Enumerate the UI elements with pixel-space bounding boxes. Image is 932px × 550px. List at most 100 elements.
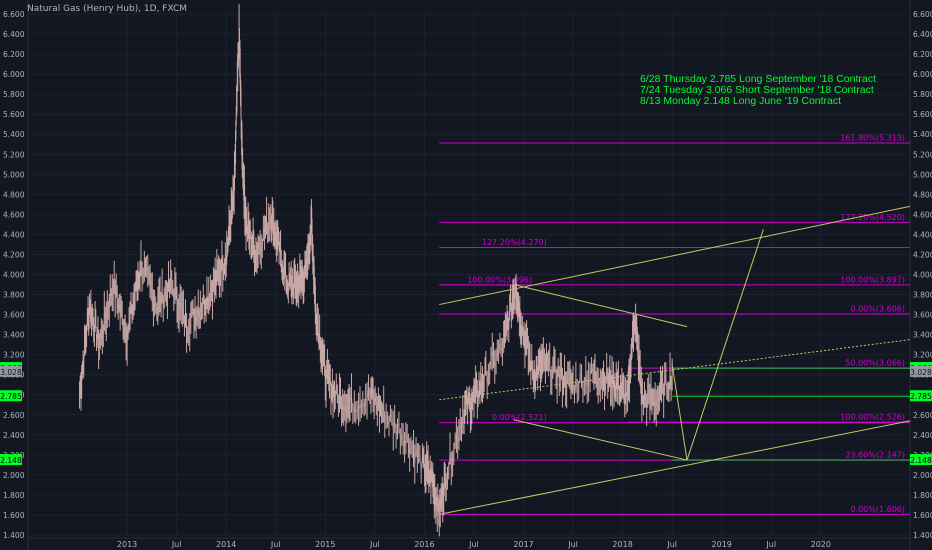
y-tick-label: 3.200 — [913, 351, 932, 360]
trendline — [513, 419, 688, 461]
trendline — [439, 205, 911, 306]
price-label: 2.785 — [0, 392, 22, 401]
price-label-box — [910, 365, 932, 377]
price-label-box — [0, 454, 22, 466]
fib-level-label: 50.00%(3.066) — [845, 359, 905, 368]
y-tick-label: 5.200 — [3, 150, 25, 159]
trade-note: 6/28 Thursday 2.785 Long September '18 C… — [640, 73, 876, 85]
trade-note: 8/13 Monday 2.148 Long June '19 Contract — [640, 95, 842, 107]
price-label-box — [910, 390, 932, 402]
y-tick-label: 4.600 — [913, 210, 932, 219]
grid — [27, 0, 911, 550]
x-tick-label: 2013 — [117, 540, 137, 549]
x-tick-label: 2015 — [315, 540, 335, 549]
y-tick-label: 4.800 — [913, 190, 932, 199]
y-tick-label: 4.200 — [913, 250, 932, 259]
chart-title: Natural Gas (Henry Hub), 1D, FXCM — [27, 4, 188, 14]
price-label: 3.028 — [0, 368, 22, 377]
y-tick-label: 4.400 — [913, 230, 932, 239]
x-tick-label: 2020 — [811, 540, 831, 549]
y-tick-label: 1.400 — [913, 531, 932, 540]
y-tick-label: 3.600 — [3, 311, 25, 320]
x-tick-label: Jul — [765, 540, 776, 549]
y-tick-label: 5.000 — [3, 170, 25, 179]
fib-level-label: 127.20%(4.520) — [840, 213, 905, 222]
y-tick-label: 5.400 — [3, 130, 25, 139]
x-tick-label: Jul — [369, 540, 380, 549]
y-tick-label: 5.000 — [913, 170, 932, 179]
y-tick-label: 5.400 — [913, 130, 932, 139]
trendlines — [439, 205, 911, 515]
trendline — [513, 284, 688, 328]
y-tick-label: 6.400 — [3, 30, 25, 39]
y-tick-label: 4.200 — [3, 250, 25, 259]
price-label: 2.785 — [910, 392, 932, 401]
y-tick-label: 1.800 — [3, 491, 25, 500]
fib-level-label: 0.00%(1.606) — [850, 505, 905, 514]
fib-level-label: 100.00%(3.896) — [467, 275, 532, 284]
price-label-box — [0, 365, 22, 377]
y-tick-label: 2.600 — [3, 411, 25, 420]
y-tick-label: 2.400 — [3, 431, 25, 440]
x-tick-label: 2014 — [216, 540, 236, 549]
price-label: 2.148 — [0, 456, 22, 465]
trendline — [439, 420, 911, 515]
fib-level-label: 100.00%(2.526) — [840, 413, 905, 422]
y-tick-label: 4.400 — [3, 230, 25, 239]
y-tick-label: 5.600 — [3, 110, 25, 119]
y-tick-label: 3.600 — [913, 311, 932, 320]
x-tick-label: Jul — [468, 540, 479, 549]
y-tick-label: 2.000 — [913, 471, 932, 480]
price-series — [79, 4, 673, 537]
x-tick-label: Jul — [171, 540, 182, 549]
trade-notes: 6/28 Thursday 2.785 Long September '18 C… — [640, 74, 876, 107]
y-tick-label: 1.600 — [3, 511, 25, 520]
fib-level-label: 0.00%(3.606) — [850, 304, 905, 313]
x-tick-label: 2018 — [612, 540, 632, 549]
y-tick-label: 2.600 — [913, 411, 932, 420]
y-tick-label: 6.600 — [913, 10, 932, 19]
price-label-box — [910, 454, 932, 466]
x-tick-label: 2019 — [712, 540, 732, 549]
trendline — [686, 229, 764, 461]
y-tick-label: 5.800 — [3, 90, 25, 99]
y-tick-label: 3.400 — [913, 331, 932, 340]
y-tick-label: 4.800 — [3, 190, 25, 199]
y-tick-label: 1.600 — [913, 511, 932, 520]
x-tick-label: Jul — [666, 540, 677, 549]
y-tick-label: 6.000 — [913, 70, 932, 79]
price-label: 2.148 — [910, 456, 932, 465]
y-tick-label: 5.800 — [913, 90, 932, 99]
y-tick-label: 2.400 — [913, 431, 932, 440]
y-tick-label: 5.200 — [913, 150, 932, 159]
fibonacci-levels: 161.80%(5.313) 127.20%(4.520) 127.20%(4.27… — [439, 133, 910, 515]
x-tick-label: 2017 — [513, 540, 533, 549]
y-tick-label: 3.200 — [3, 351, 25, 360]
fib-level-label: 127.20%(4.270) — [482, 238, 547, 247]
y-tick-label: 4.000 — [3, 271, 25, 280]
y-tick-label: 2.000 — [3, 471, 25, 480]
trade-note: 7/24 Tuesday 3.066 Short September '18 C… — [640, 84, 874, 96]
fib-level-label: 161.80%(5.313) — [840, 133, 905, 142]
y-tick-label: 1.800 — [913, 491, 932, 500]
y-tick-label: 1.400 — [3, 531, 25, 540]
x-tick-label: Jul — [270, 540, 281, 549]
y-tick-label: 4.000 — [913, 271, 932, 280]
y-tick-label: 6.200 — [3, 50, 25, 59]
fib-level-label: 100.00%(3.897) — [840, 275, 905, 284]
x-tick-label: 2016 — [414, 540, 434, 549]
y-tick-label: 3.800 — [3, 291, 25, 300]
y-tick-label: 6.000 — [3, 70, 25, 79]
price-line — [79, 17, 673, 518]
trendline — [671, 364, 688, 461]
fib-level-label: 0.00%(2.521) — [492, 413, 547, 422]
y-tick-label: 6.200 — [913, 50, 932, 59]
price-label: 3.028 — [910, 368, 932, 377]
price-label-box — [0, 390, 22, 402]
y-tick-label: 4.600 — [3, 210, 25, 219]
fib-level-label: 23.60%(2.147) — [845, 451, 905, 460]
y-tick-label: 3.800 — [913, 291, 932, 300]
dotted-trendline — [439, 339, 911, 401]
